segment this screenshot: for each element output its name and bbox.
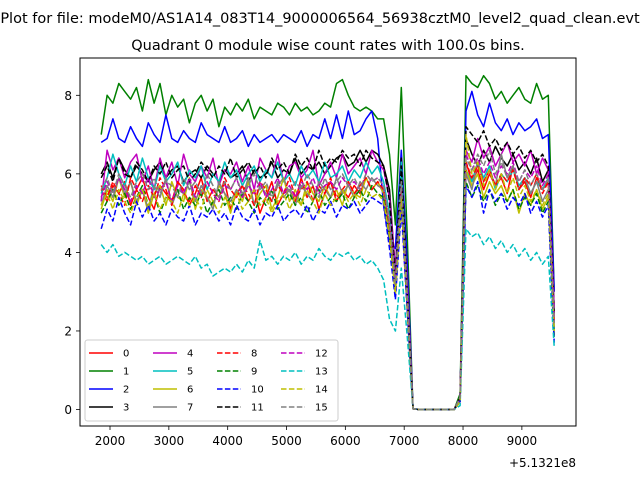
series-line-12 bbox=[100, 153, 555, 411]
legend-label-11: 11 bbox=[251, 403, 264, 414]
x-tick-label: 2000 bbox=[95, 434, 126, 448]
plot-frame bbox=[79, 57, 577, 427]
legend-label-1: 1 bbox=[123, 367, 129, 378]
legend-label-12: 12 bbox=[315, 349, 328, 360]
x-tick-label: 5000 bbox=[271, 434, 302, 448]
series-line-11 bbox=[100, 125, 555, 411]
x-tick-label: 3000 bbox=[154, 434, 185, 448]
series-line-6 bbox=[100, 169, 555, 411]
axis-ticks: 2000 3000 4000 5000 6000 7000 8000 9000 0 2 4 6 8 bbox=[64, 89, 537, 448]
legend-label-2: 2 bbox=[123, 385, 129, 396]
legend-label-13: 13 bbox=[315, 367, 328, 378]
legend-label-0: 0 bbox=[123, 349, 129, 360]
x-tick-label: 8000 bbox=[448, 434, 479, 448]
series-line-1 bbox=[100, 74, 555, 411]
legend-label-10: 10 bbox=[251, 385, 264, 396]
y-tick-label: 2 bbox=[64, 324, 72, 338]
x-tick-label: 9000 bbox=[507, 434, 538, 448]
x-tick-label: 4000 bbox=[212, 434, 243, 448]
series-line-15 bbox=[100, 149, 555, 411]
x-offset-label: +5.1321e8 bbox=[509, 456, 576, 470]
series-layer bbox=[100, 74, 555, 411]
legend-label-15: 15 bbox=[315, 403, 328, 414]
legend-label-6: 6 bbox=[187, 385, 193, 396]
y-tick-label: 8 bbox=[64, 89, 72, 103]
y-tick-label: 4 bbox=[64, 246, 72, 260]
figure-suptitle: Plot for file: modeM0/AS1A14_083T14_9000… bbox=[0, 11, 640, 27]
legend-box bbox=[84, 339, 339, 422]
series-line-7 bbox=[100, 153, 555, 411]
series-line-10 bbox=[100, 180, 555, 411]
legend-label-5: 5 bbox=[187, 367, 193, 378]
x-tick-label: 7000 bbox=[389, 434, 420, 448]
series-line-2 bbox=[100, 90, 555, 411]
x-tick-label: 6000 bbox=[330, 434, 361, 448]
series-line-13 bbox=[100, 228, 555, 411]
legend-label-9: 9 bbox=[251, 367, 257, 378]
legend-label-3: 3 bbox=[123, 403, 129, 414]
legend-label-8: 8 bbox=[251, 349, 257, 360]
legend-label-7: 7 bbox=[187, 403, 193, 414]
y-tick-label: 6 bbox=[64, 167, 72, 181]
series-line-14 bbox=[100, 133, 555, 411]
y-tick-label: 0 bbox=[64, 403, 72, 417]
chart-title: Quadrant 0 module wise count rates with … bbox=[131, 38, 525, 54]
legend-label-14: 14 bbox=[315, 385, 328, 396]
legend-label-4: 4 bbox=[187, 349, 193, 360]
